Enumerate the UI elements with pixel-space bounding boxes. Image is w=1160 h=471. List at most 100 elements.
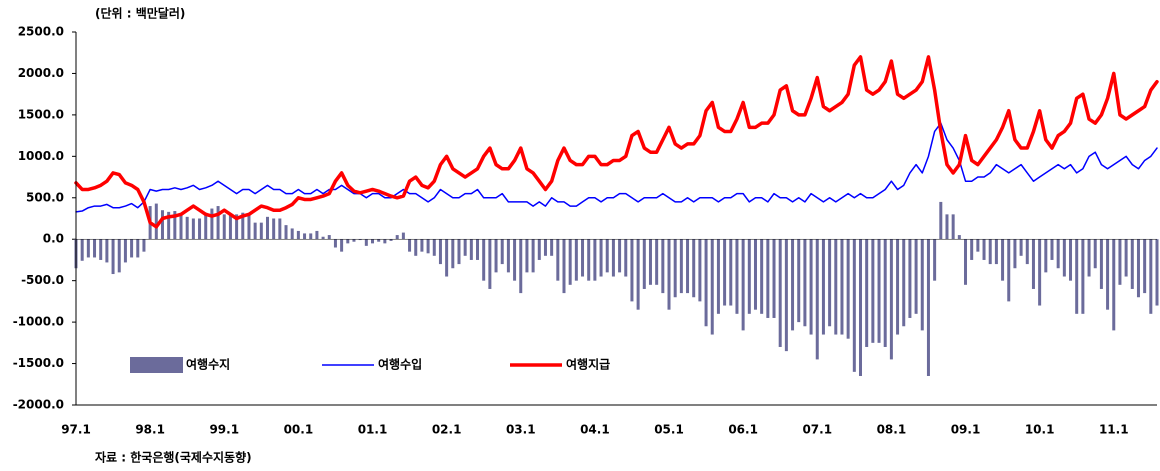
- bar: [500, 239, 504, 265]
- bar: [1056, 239, 1060, 269]
- bar: [519, 239, 523, 294]
- bar: [340, 239, 344, 252]
- bar: [1112, 239, 1116, 331]
- bar: [852, 239, 856, 372]
- bar: [1050, 239, 1054, 260]
- bar: [1136, 239, 1140, 298]
- bar: [513, 239, 517, 281]
- bar: [278, 218, 282, 240]
- bar: [438, 239, 442, 265]
- bar: [537, 239, 541, 260]
- bar: [692, 239, 696, 298]
- bar: [1069, 239, 1073, 281]
- y-tick-label: 2500.0: [18, 25, 64, 39]
- bar: [525, 239, 529, 273]
- x-tick-label: 08.1: [877, 423, 907, 437]
- bar: [871, 239, 875, 343]
- bar: [222, 214, 226, 240]
- bar: [228, 214, 232, 240]
- bar: [210, 208, 214, 240]
- bar: [642, 239, 646, 289]
- bar: [1025, 239, 1029, 265]
- bar: [401, 232, 405, 240]
- bar: [451, 239, 455, 269]
- bar: [834, 239, 838, 335]
- bar: [136, 239, 140, 258]
- bar: [1106, 239, 1110, 310]
- bar: [1118, 239, 1122, 285]
- bar: [377, 239, 381, 242]
- bar: [791, 239, 795, 331]
- bar: [914, 239, 918, 314]
- bar: [167, 211, 171, 240]
- source-note: 자료 : 한국은행(국제수지동향): [95, 450, 252, 465]
- bar: [945, 214, 949, 240]
- bar: [160, 210, 164, 240]
- bar: [191, 218, 195, 240]
- bar: [253, 222, 257, 240]
- bar: [982, 239, 986, 260]
- bar: [414, 239, 418, 256]
- line-series: [75, 122, 1158, 213]
- bar: [679, 239, 683, 294]
- x-tick-label: 07.1: [802, 423, 832, 437]
- x-tick-label: 01.1: [358, 423, 388, 437]
- bar: [327, 235, 331, 240]
- bar: [1019, 239, 1023, 256]
- bar: [445, 239, 449, 277]
- bar: [766, 239, 770, 318]
- bar: [624, 239, 628, 277]
- bar: [265, 216, 269, 240]
- y-tick-label: 0.0: [43, 232, 64, 246]
- bar: [352, 239, 356, 242]
- bar: [432, 239, 436, 256]
- bar: [556, 239, 560, 281]
- bar: [964, 239, 968, 285]
- bar: [704, 239, 708, 327]
- bar: [259, 222, 263, 240]
- bar: [358, 239, 362, 241]
- bar: [1155, 239, 1159, 306]
- bar: [488, 239, 492, 289]
- bar: [105, 239, 109, 263]
- bar: [568, 239, 572, 285]
- bar: [204, 212, 208, 240]
- bar: [723, 239, 727, 306]
- bar: [1013, 239, 1017, 269]
- bar: [562, 239, 566, 294]
- x-tick-label: 99.1: [209, 423, 239, 437]
- bar: [284, 225, 288, 240]
- x-tick-label: 05.1: [654, 423, 684, 437]
- bar: [760, 239, 764, 314]
- line-series: [74, 55, 1159, 229]
- bar: [840, 239, 844, 335]
- bar: [896, 239, 900, 335]
- bar: [803, 239, 807, 327]
- bar: [1001, 239, 1005, 281]
- bar: [877, 239, 881, 343]
- bar: [828, 239, 832, 327]
- bar: [957, 235, 961, 240]
- bar: [235, 214, 239, 240]
- bar: [933, 239, 937, 281]
- bar: [636, 239, 640, 310]
- bar: [346, 239, 350, 244]
- bar: [463, 239, 467, 256]
- bar: [111, 239, 115, 275]
- bar: [383, 239, 387, 244]
- bar: [648, 239, 652, 285]
- x-tick-label: 10.1: [1025, 423, 1055, 437]
- bar: [86, 239, 90, 258]
- bar: [599, 239, 603, 277]
- bar: [173, 211, 177, 240]
- bar: [611, 239, 615, 277]
- y-tick-label: -2000.0: [13, 398, 64, 412]
- bar: [185, 216, 189, 240]
- bar: [747, 239, 751, 314]
- bar: [389, 239, 393, 241]
- bar: [1093, 239, 1097, 269]
- bar: [970, 239, 974, 260]
- bar: [1143, 239, 1147, 294]
- bar: [1130, 239, 1134, 289]
